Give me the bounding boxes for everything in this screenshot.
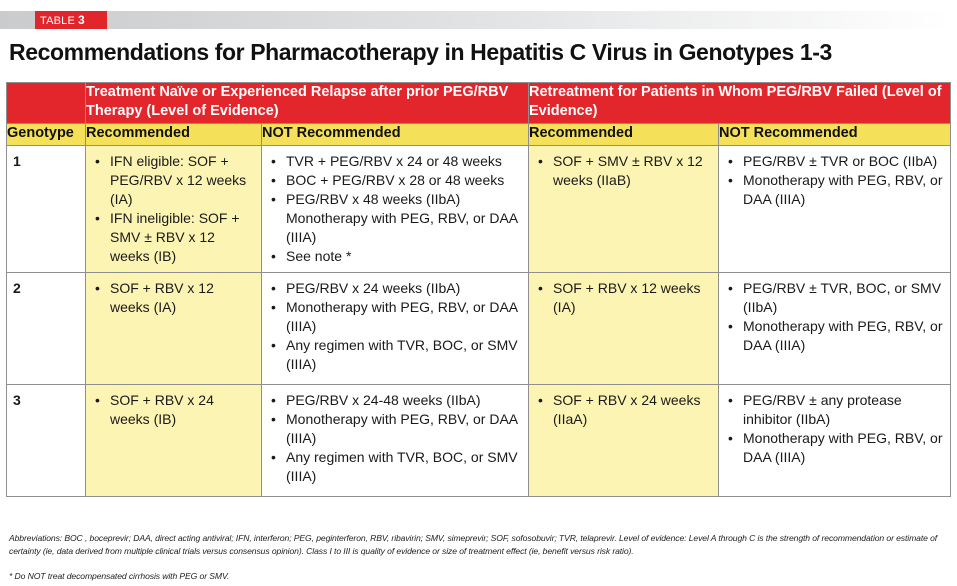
not-recommended-retreatment-cell: PEG/RBV ± TVR or BOC (IIbA) Monotherapy … — [718, 145, 952, 273]
list-item: Any regimen with TVR, BOC, or SMV (IIIA) — [262, 336, 522, 374]
note-footnote: * Do NOT treat decompensated cirrhosis w… — [9, 571, 230, 581]
recommended-naive-cell: SOF + RBV x 24 weeks (IB) — [85, 384, 262, 497]
genotype-cell: 2 — [6, 272, 86, 385]
not-recommended-naive-cell: PEG/RBV x 24-48 weeks (IIbA) Monotherapy… — [260, 384, 530, 497]
not-recommended-naive-cell: PEG/RBV x 24 weeks (IIbA) Monotherapy wi… — [260, 272, 530, 385]
header-group-retreatment: Retreatment for Patients in Whom PEG/RBV… — [528, 82, 952, 124]
table-tag-prefix: TABLE — [40, 15, 76, 27]
recommended-naive-cell: IFN eligible: SOF + PEG/RBV x 12 weeks (… — [85, 145, 262, 273]
list-item: PEG/RBV ± TVR or BOC (IIbA) — [719, 152, 944, 171]
list-item: SOF + RBV x 24 weeks (IB) — [86, 391, 255, 429]
recommended-retreatment-cell: SOF + RBV x 24 weeks (IIaA) — [528, 384, 720, 497]
not-recommended-retreatment-cell: PEG/RBV ± any protease inhibitor (IIbA) … — [718, 384, 952, 497]
list-item: SOF + SMV ± RBV x 12 weeks (IIaB) — [529, 152, 712, 190]
table-column-header-row: Genotype Recommended NOT Recommended Rec… — [6, 123, 952, 146]
list-item: See note * — [262, 247, 522, 266]
list-item: PEG/RBV ± TVR, BOC, or SMV (IIbA) — [719, 279, 944, 317]
header-group-naive: Treatment Naïve or Experienced Relapse a… — [84, 82, 530, 124]
recommended-retreatment-cell: SOF + RBV x 12 weeks (IA) — [528, 272, 720, 385]
list-item: Monotherapy with PEG, RBV, or DAA (IIIA) — [719, 317, 944, 355]
list-item: PEG/RBV x 48 weeks (IIbA) Monotherapy wi… — [262, 190, 522, 247]
abbreviations-footnote: Abbreviations: BOC , boceprevir; DAA, di… — [9, 533, 938, 556]
list-item: IFN eligible: SOF + PEG/RBV x 12 weeks (… — [86, 152, 255, 209]
header-recommended-retreatment: Recommended — [528, 123, 720, 146]
list-item: PEG/RBV ± any protease inhibitor (IIbA) — [719, 391, 944, 429]
list-item: Any regimen with TVR, BOC, or SMV (IIIA) — [262, 448, 522, 486]
list-item: Monotherapy with PEG, RBV, or DAA (IIIA) — [719, 429, 944, 467]
list-item: IFN ineligible: SOF + SMV ± RBV x 12 wee… — [86, 209, 255, 266]
header-not-recommended-naive: NOT Recommended — [260, 123, 530, 146]
genotype-cell: 1 — [6, 145, 86, 273]
list-item: SOF + RBV x 12 weeks (IA) — [529, 279, 712, 317]
recommended-retreatment-cell: SOF + SMV ± RBV x 12 weeks (IIaB) — [528, 145, 720, 273]
table-tag-bar — [0, 11, 950, 29]
list-item: Monotherapy with PEG, RBV, or DAA (IIIA) — [719, 171, 944, 209]
header-empty-cell — [6, 82, 86, 124]
list-item: PEG/RBV x 24 weeks (IIbA) — [262, 279, 522, 298]
list-item: Monotherapy with PEG, RBV, or DAA (IIIA) — [262, 298, 522, 336]
list-item: TVR + PEG/RBV x 24 or 48 weeks — [262, 152, 522, 171]
header-genotype: Genotype — [6, 123, 86, 146]
list-item: Monotherapy with PEG, RBV, or DAA (IIIA) — [262, 410, 522, 448]
header-not-recommended-retreatment: NOT Recommended — [718, 123, 952, 146]
page-title: Recommendations for Pharmacotherapy in H… — [9, 39, 832, 65]
genotype-cell: 3 — [6, 384, 86, 497]
not-recommended-retreatment-cell: PEG/RBV ± TVR, BOC, or SMV (IIbA) Monoth… — [718, 272, 952, 385]
list-item: PEG/RBV x 24-48 weeks (IIbA) — [262, 391, 522, 410]
table-row: 3 SOF + RBV x 24 weeks (IB) PEG/RBV x 24… — [6, 384, 952, 497]
not-recommended-naive-cell: TVR + PEG/RBV x 24 or 48 weeks BOC + PEG… — [260, 145, 530, 273]
header-recommended-naive: Recommended — [85, 123, 262, 146]
list-item: BOC + PEG/RBV x 28 or 48 weeks — [262, 171, 522, 190]
table-row: 2 SOF + RBV x 12 weeks (IA) PEG/RBV x 24… — [6, 272, 952, 385]
recommendations-table: Treatment Naïve or Experienced Relapse a… — [6, 82, 952, 497]
table-row: 1 IFN eligible: SOF + PEG/RBV x 12 weeks… — [6, 145, 952, 273]
table-group-header-row: Treatment Naïve or Experienced Relapse a… — [6, 82, 952, 124]
table-tag-number: 3 — [78, 13, 85, 27]
recommended-naive-cell: SOF + RBV x 12 weeks (IA) — [85, 272, 262, 385]
table-number-badge: TABLE 3 — [35, 11, 107, 29]
list-item: SOF + RBV x 12 weeks (IA) — [86, 279, 255, 317]
list-item: SOF + RBV x 24 weeks (IIaA) — [529, 391, 712, 429]
